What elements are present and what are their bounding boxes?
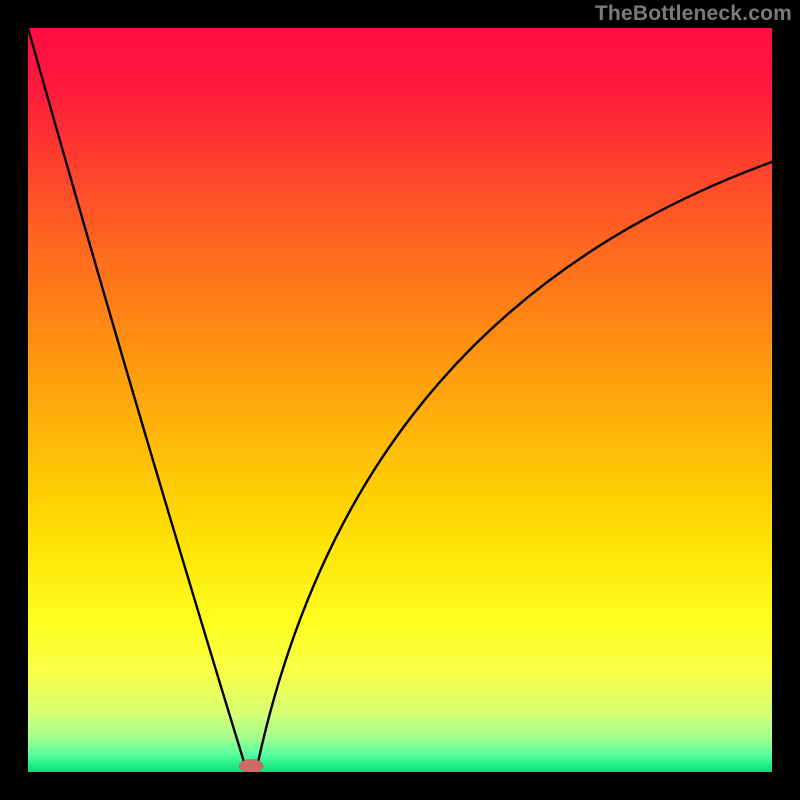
watermark-text: TheBottleneck.com [595, 2, 792, 26]
plot-background [28, 28, 772, 772]
bottleneck-chart [28, 28, 772, 772]
min-marker [239, 759, 263, 772]
chart-frame: TheBottleneck.com [0, 0, 800, 800]
